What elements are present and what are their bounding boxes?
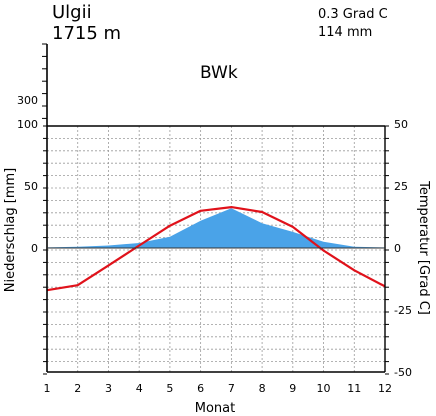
annual-temperature: 0.3 Grad C xyxy=(318,7,388,22)
chart-grid xyxy=(47,126,385,372)
station-name: Ulgii xyxy=(52,2,92,23)
climate-classification: BWk xyxy=(200,63,238,83)
x-tick-label: 8 xyxy=(259,382,266,395)
annual-precipitation: 114 mm xyxy=(318,25,372,40)
left-tick-label: 300 xyxy=(17,94,38,107)
header: Ulgii 1715 m 0.3 Grad C 114 mm BWk xyxy=(52,2,388,83)
left-axis-label: Niederschlag [mm] xyxy=(3,168,18,293)
x-tick-label: 9 xyxy=(289,382,296,395)
x-tick-label: 6 xyxy=(197,382,204,395)
x-tick-label: 3 xyxy=(105,382,112,395)
left-tick-label: 50 xyxy=(24,180,38,193)
x-tick-label: 4 xyxy=(136,382,143,395)
right-tick-label: -25 xyxy=(394,304,412,317)
x-tick-label: 1 xyxy=(44,382,51,395)
chart-axes xyxy=(42,43,389,375)
right-axis-ticks: 50 25 0 -25 -50 xyxy=(394,118,412,379)
x-tick-label: 11 xyxy=(347,382,361,395)
right-tick-label: 25 xyxy=(394,180,408,193)
x-axis-label: Monat xyxy=(195,401,235,416)
station-elevation: 1715 m xyxy=(52,23,121,44)
left-axis-ticks: 0 50 100 300 xyxy=(17,94,38,255)
precipitation-area xyxy=(47,208,385,248)
right-tick-label: 0 xyxy=(394,242,401,255)
x-tick-label: 10 xyxy=(317,382,331,395)
left-tick-label: 0 xyxy=(31,242,38,255)
right-tick-label: 50 xyxy=(394,118,408,131)
temperature-line xyxy=(46,206,386,292)
x-tick-label: 2 xyxy=(74,382,81,395)
x-tick-label: 5 xyxy=(166,382,173,395)
left-tick-label: 100 xyxy=(17,118,38,131)
x-axis-ticks: 1 2 3 4 5 6 7 8 9 10 11 12 xyxy=(44,382,393,395)
right-tick-label: -50 xyxy=(394,366,412,379)
right-axis-label: Temperatur [Grad C] xyxy=(416,180,431,315)
x-tick-label: 12 xyxy=(378,382,392,395)
x-tick-label: 7 xyxy=(228,382,235,395)
